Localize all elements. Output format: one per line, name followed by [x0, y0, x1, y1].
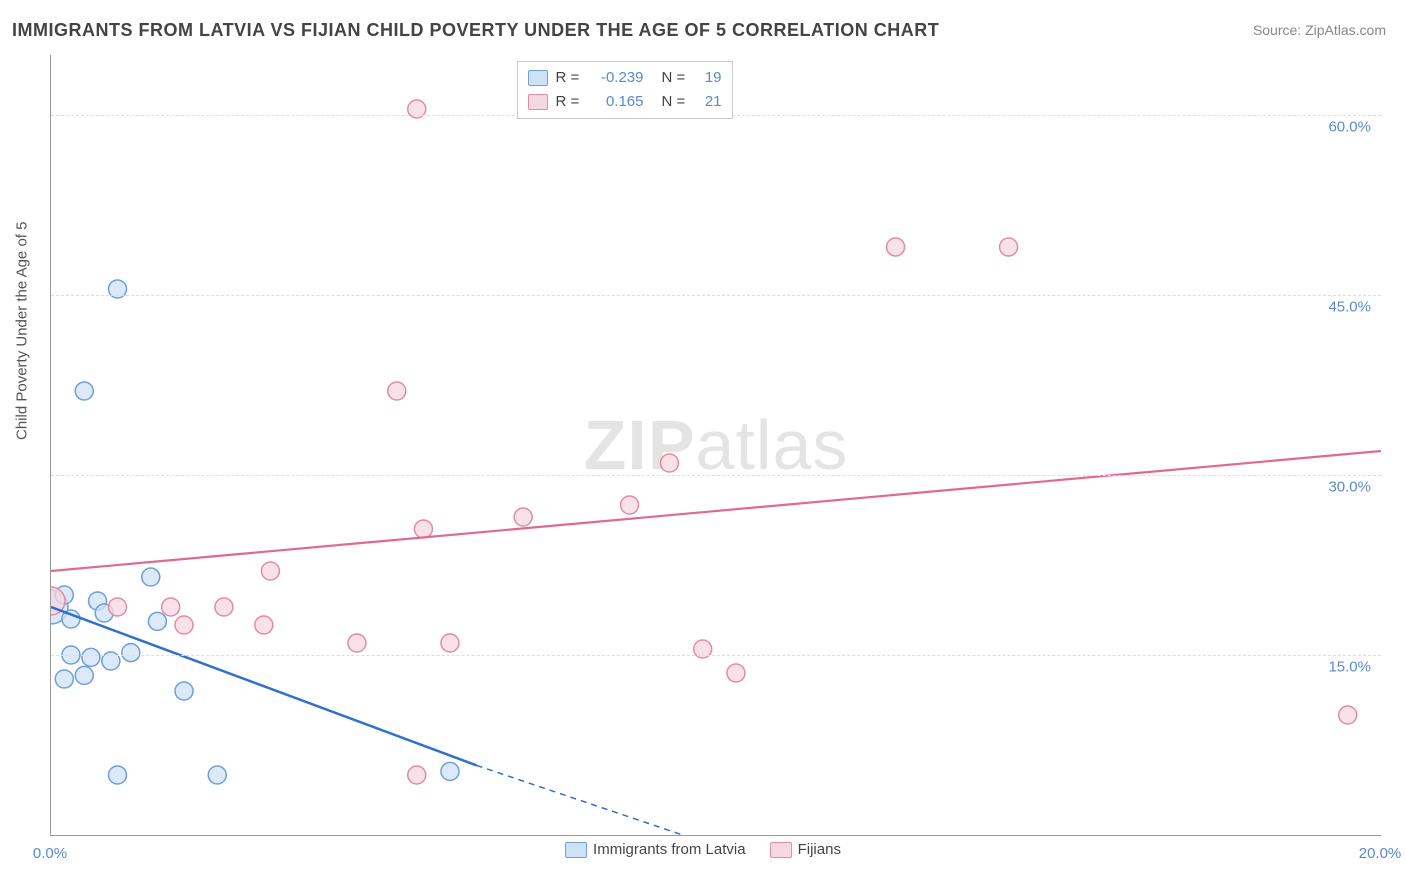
- x-tick-label: 20.0%: [1359, 845, 1402, 862]
- data-point: [414, 520, 432, 538]
- y-tick-label: 45.0%: [1328, 299, 1371, 316]
- legend-r-value: 0.165: [592, 90, 644, 114]
- legend-series-name: Immigrants from Latvia: [593, 841, 746, 858]
- legend-r-value: -0.239: [592, 66, 644, 90]
- data-point: [51, 590, 68, 624]
- source-name: ZipAtlas.com: [1305, 22, 1386, 38]
- y-axis-title: Child Poverty Under the Age of 5: [14, 222, 31, 440]
- data-point: [55, 670, 73, 688]
- data-point: [887, 238, 905, 256]
- watermark-light: atlas: [696, 406, 849, 484]
- data-point: [55, 586, 73, 604]
- legend-r-label: R =: [556, 90, 584, 114]
- data-point: [75, 666, 93, 684]
- legend-top-row: R = -0.239 N = 19: [528, 66, 722, 90]
- y-tick-label: 15.0%: [1328, 659, 1371, 676]
- data-point: [51, 587, 65, 615]
- data-point: [255, 616, 273, 634]
- y-tick-label: 30.0%: [1328, 479, 1371, 496]
- source-label: Source:: [1253, 22, 1301, 38]
- trend-line: [477, 765, 683, 835]
- watermark-bold: ZIP: [584, 406, 696, 484]
- data-point: [109, 598, 127, 616]
- legend-bottom: Immigrants from Latvia Fijians: [565, 841, 841, 858]
- data-point: [175, 682, 193, 700]
- plot-area: ZIPatlas R = -0.239 N = 19 R = 0.165 N = 21 15.…: [50, 55, 1381, 836]
- chart-title: IMMIGRANTS FROM LATVIA VS FIJIAN CHILD P…: [12, 20, 939, 41]
- legend-swatch: [565, 842, 587, 858]
- y-tick-label: 60.0%: [1328, 119, 1371, 136]
- data-point: [122, 644, 140, 662]
- data-point: [62, 610, 80, 628]
- legend-swatch: [528, 94, 548, 110]
- data-point: [441, 762, 459, 780]
- data-point: [95, 604, 113, 622]
- watermark: ZIPatlas: [584, 405, 849, 485]
- chart-container: IMMIGRANTS FROM LATVIA VS FIJIAN CHILD P…: [0, 0, 1406, 892]
- data-point: [1339, 706, 1357, 724]
- data-point: [1000, 238, 1018, 256]
- gridline-h: [51, 655, 1381, 656]
- data-point: [208, 766, 226, 784]
- data-point: [109, 766, 127, 784]
- legend-top: R = -0.239 N = 19 R = 0.165 N = 21: [517, 61, 733, 119]
- data-point: [621, 496, 639, 514]
- data-point: [89, 592, 107, 610]
- gridline-h: [51, 295, 1381, 296]
- data-point: [148, 612, 166, 630]
- legend-n-value: 19: [698, 66, 722, 90]
- data-point: [408, 766, 426, 784]
- legend-swatch: [770, 842, 792, 858]
- data-point: [75, 382, 93, 400]
- svg-layer: [51, 55, 1381, 835]
- gridline-h: [51, 475, 1381, 476]
- legend-n-label: N =: [662, 66, 690, 90]
- data-point: [175, 616, 193, 634]
- data-point: [514, 508, 532, 526]
- trend-line: [51, 451, 1381, 571]
- legend-swatch: [528, 70, 548, 86]
- trend-line: [51, 607, 477, 765]
- data-point: [727, 664, 745, 682]
- legend-bottom-item: Immigrants from Latvia: [565, 841, 746, 858]
- legend-r-label: R =: [556, 66, 584, 90]
- legend-n-label: N =: [662, 90, 690, 114]
- data-point: [142, 568, 160, 586]
- data-point: [162, 598, 180, 616]
- data-point: [660, 454, 678, 472]
- legend-bottom-item: Fijians: [770, 841, 841, 858]
- data-point: [441, 634, 459, 652]
- legend-top-row: R = 0.165 N = 21: [528, 90, 722, 114]
- data-point: [261, 562, 279, 580]
- data-point: [82, 648, 100, 666]
- data-point: [348, 634, 366, 652]
- legend-series-name: Fijians: [798, 841, 841, 858]
- x-tick-label: 0.0%: [33, 845, 67, 862]
- data-point: [215, 598, 233, 616]
- legend-n-value: 21: [698, 90, 722, 114]
- data-point: [388, 382, 406, 400]
- source-attribution: Source: ZipAtlas.com: [1253, 22, 1386, 38]
